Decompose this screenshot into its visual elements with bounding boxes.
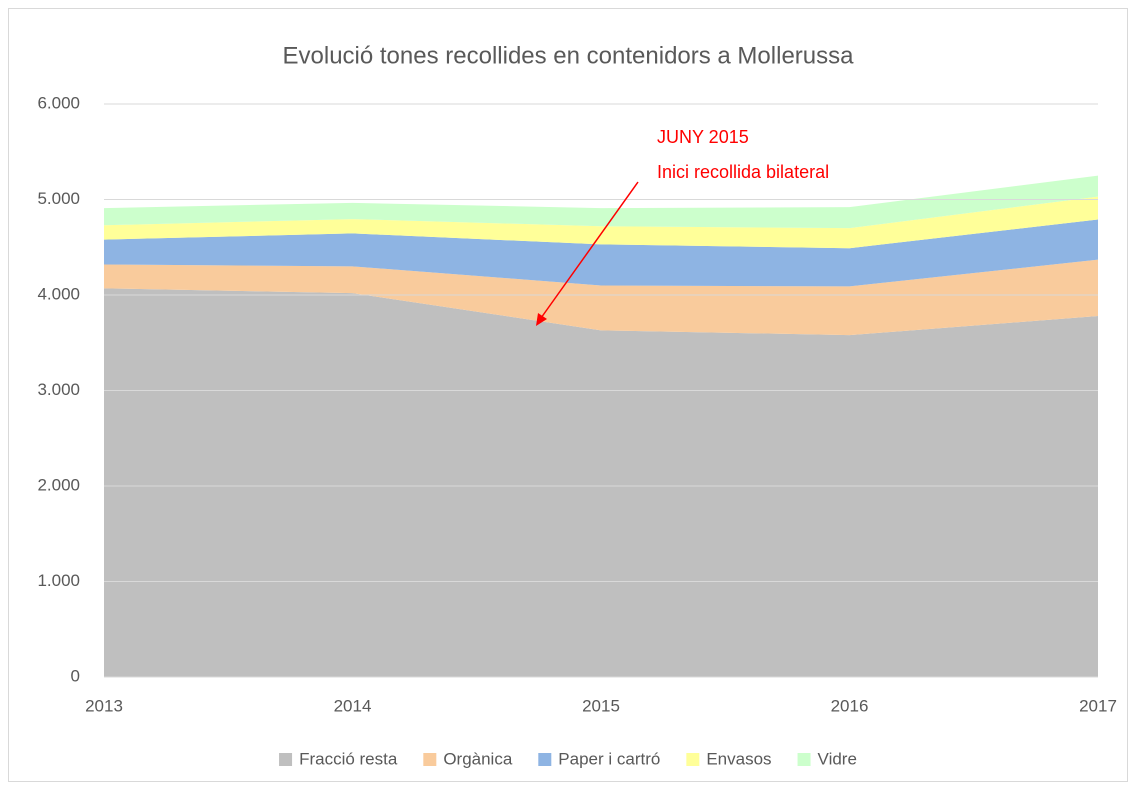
legend-item: Paper i cartró (538, 749, 660, 768)
legend-label: Paper i cartró (558, 749, 660, 768)
x-tick-label: 2013 (85, 696, 123, 715)
legend-label: Envasos (706, 749, 771, 768)
legend-swatch (538, 753, 552, 766)
legend-swatch (279, 753, 293, 766)
x-tick-label: 2014 (334, 696, 372, 715)
legend-item: Vidre (797, 749, 857, 768)
x-tick-label: 2016 (831, 696, 869, 715)
annotation: JUNY 2015 Inici recollida bilateral (536, 127, 829, 326)
legend-swatch (423, 753, 437, 766)
area (104, 288, 1098, 677)
legend-label: Fracció resta (299, 749, 398, 768)
y-tick-label: 5.000 (37, 189, 80, 208)
area (104, 196, 1098, 249)
area (104, 219, 1098, 287)
y-tick-label: 6.000 (37, 93, 80, 112)
chart-title: Evolució tones recollides en contenidors… (283, 42, 855, 69)
legend-label: Orgànica (443, 749, 513, 768)
arrow-head (536, 313, 547, 326)
annotation-text: JUNY 2015 (657, 127, 749, 147)
area (104, 175, 1098, 229)
legend: Fracció resta Orgànica Paper i cartró Envas… (279, 749, 857, 768)
legend-swatch (797, 753, 811, 766)
y-tick-label: 0 (71, 666, 80, 685)
annotation-text: Inici recollida bilateral (657, 162, 829, 182)
annotation-arrow (540, 181, 639, 319)
area (104, 259, 1098, 336)
x-tick-label: 2017 (1079, 696, 1117, 715)
legend-item: Orgànica (423, 749, 513, 768)
y-tick-label: 4.000 (37, 284, 80, 303)
legend-swatch (686, 753, 700, 766)
legend-item: Envasos (686, 749, 772, 768)
plot-area (104, 103, 1098, 677)
y-tick-label: 2.000 (37, 475, 80, 494)
x-tick-label: 2015 (582, 696, 620, 715)
y-tick-label: 3.000 (37, 380, 80, 399)
legend-item: Fracció resta (279, 749, 398, 768)
y-tick-label: 1.000 (37, 571, 80, 590)
legend-label: Vidre (818, 749, 857, 768)
